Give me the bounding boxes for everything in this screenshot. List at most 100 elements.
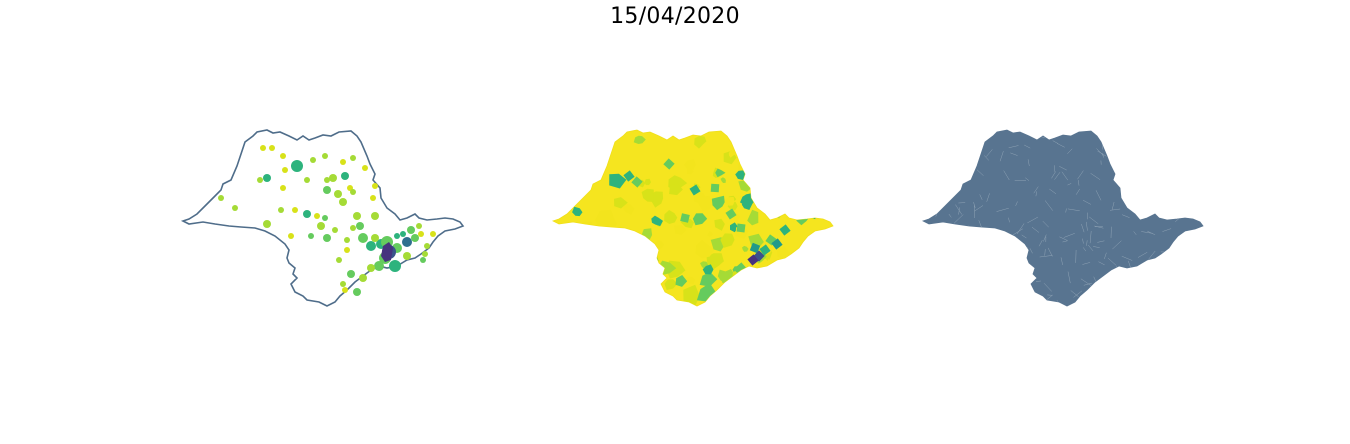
case-marker <box>350 225 356 231</box>
municipality-border <box>986 193 990 202</box>
municipality-border <box>1093 246 1100 248</box>
municipality-border <box>1011 241 1019 246</box>
municipality-border <box>1193 276 1198 286</box>
municipality-region <box>612 252 628 267</box>
case-marker <box>282 167 288 173</box>
municipality-border <box>966 161 975 164</box>
municipality-region <box>725 196 735 206</box>
municipality-border <box>1082 238 1084 244</box>
municipality-border <box>1162 228 1172 232</box>
municipality-region <box>595 209 615 230</box>
municipality-border <box>1197 195 1203 199</box>
municipality-region <box>558 175 575 193</box>
municipality-border <box>953 214 964 224</box>
municipality-border <box>939 278 952 285</box>
municipality-region <box>623 170 635 182</box>
municipality-border <box>1040 130 1049 134</box>
municipality-border <box>1122 130 1127 137</box>
municipality-border <box>930 257 941 265</box>
municipality-border <box>1150 183 1159 185</box>
municipality-region <box>735 296 742 304</box>
municipality-border <box>1027 216 1039 224</box>
municipality-border <box>1089 230 1092 244</box>
municipality-border <box>1152 136 1161 147</box>
case-marker <box>394 233 400 239</box>
municipality-border <box>1148 189 1151 199</box>
municipality-border <box>1025 286 1030 290</box>
municipality-border <box>1104 130 1108 137</box>
case-marker <box>358 233 368 243</box>
municipality-region <box>614 197 628 209</box>
municipality-border <box>1144 273 1150 280</box>
municipality-region <box>802 273 816 289</box>
municipality-border <box>1082 247 1087 252</box>
municipality-border <box>927 237 936 242</box>
municipality-region <box>771 170 781 179</box>
case-marker <box>263 174 271 182</box>
case-marker <box>263 220 271 228</box>
municipality-border <box>945 234 950 239</box>
municipality-region <box>608 243 628 263</box>
municipality-border <box>995 268 998 280</box>
case-marker <box>308 233 314 239</box>
municipality-border <box>1012 251 1019 260</box>
municipality-border <box>1182 283 1195 289</box>
municipality-region <box>741 198 752 210</box>
case-marker <box>403 252 411 260</box>
municipality-border <box>1183 179 1194 187</box>
municipality-region <box>783 159 798 175</box>
municipality-region <box>587 135 596 144</box>
municipality-border <box>1160 156 1163 161</box>
municipality-region <box>609 219 617 228</box>
municipality-region <box>674 225 687 235</box>
municipality-region <box>749 242 761 254</box>
municipality-region <box>711 195 725 211</box>
municipality-border <box>1142 139 1151 149</box>
municipality-region <box>566 176 577 191</box>
municipality-region <box>710 183 720 193</box>
municipality-region <box>651 215 663 227</box>
case-marker <box>334 190 342 198</box>
municipality-region <box>572 206 583 217</box>
municipality-border <box>1146 262 1157 266</box>
municipality-region <box>747 209 759 226</box>
municipality-border <box>945 162 951 166</box>
municipality-border <box>938 268 948 270</box>
municipality-region <box>798 247 811 261</box>
municipality-border <box>948 265 953 269</box>
municipality-border <box>1198 215 1203 220</box>
municipality-border <box>1165 286 1168 292</box>
municipality-border <box>1095 190 1102 201</box>
municipality-border <box>968 155 974 165</box>
municipality-border <box>1173 269 1177 277</box>
municipality-region <box>644 178 651 186</box>
case-marker <box>269 145 275 151</box>
municipality-border <box>982 265 987 269</box>
municipality-border <box>1183 308 1186 313</box>
municipality-region <box>664 279 678 290</box>
municipality-border <box>942 249 948 253</box>
municipality-border <box>1065 208 1067 213</box>
case-marker <box>322 215 328 221</box>
municipality-region <box>584 279 595 290</box>
municipality-border <box>979 194 983 200</box>
municipality-border <box>1043 234 1047 242</box>
municipality-border <box>1141 231 1153 234</box>
municipality-border <box>1136 183 1141 187</box>
municipality-border <box>1170 143 1176 153</box>
municipality-region <box>563 297 571 306</box>
municipality-border <box>1159 179 1168 186</box>
case-marker <box>257 177 263 183</box>
municipality-border <box>1106 155 1114 157</box>
municipality-border <box>986 149 993 157</box>
municipality-border <box>1105 135 1111 138</box>
municipality-region <box>683 284 700 306</box>
municipality-border <box>954 287 959 301</box>
municipality-border <box>1075 188 1080 195</box>
municipality-border <box>996 207 1009 212</box>
municipality-border <box>1082 199 1092 205</box>
municipality-region <box>736 223 746 233</box>
municipality-region <box>695 239 715 259</box>
case-marker <box>416 223 422 229</box>
municipality-region <box>588 166 600 182</box>
